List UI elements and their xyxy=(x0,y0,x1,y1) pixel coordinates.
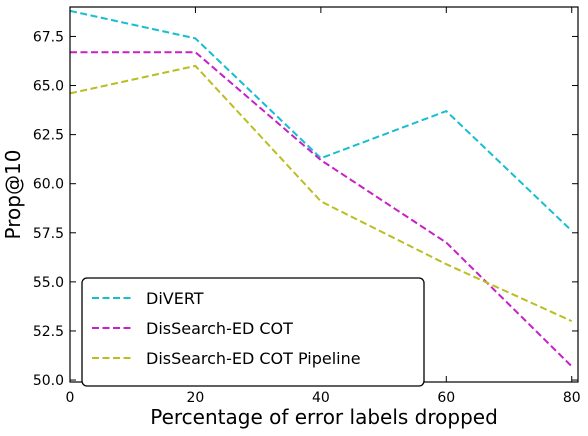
series-line-2 xyxy=(69,64,573,323)
x-tick-label: 60 xyxy=(437,390,455,406)
x-axis-label: Percentage of error labels dropped xyxy=(150,405,498,429)
y-tick-label: 67.5 xyxy=(33,29,64,45)
y-tick-label: 50.0 xyxy=(33,373,64,389)
x-tick-label: 80 xyxy=(563,390,581,406)
x-tick-label: 0 xyxy=(66,390,75,406)
legend: DiVERT DisSearch-ED COT DisSearch-ED COT P… xyxy=(81,277,425,387)
y-tick-label: 60.0 xyxy=(33,177,64,193)
y-tick-label: 55.0 xyxy=(33,275,64,291)
legend-label: DisSearch-ED COT xyxy=(146,319,293,338)
axis-ticks: 0 20 40 60 80 50.0 52.5 55.0 57.5 60.0 62.5 65.0 67.… xyxy=(33,7,581,406)
series-lines xyxy=(69,9,573,368)
legend-label: DisSearch-ED COT Pipeline xyxy=(146,349,361,368)
series-line-0 xyxy=(69,9,573,232)
legend-label: DiVERT xyxy=(146,289,204,308)
legend-box xyxy=(81,277,425,387)
x-tick-label: 20 xyxy=(187,390,205,406)
x-tick-label: 40 xyxy=(312,390,330,406)
y-tick-label: 62.5 xyxy=(33,128,64,144)
y-tick-label: 65.0 xyxy=(33,79,64,95)
y-tick-label: 57.5 xyxy=(33,226,64,242)
y-tick-label: 52.5 xyxy=(33,324,64,340)
y-axis-label: Prop@10 xyxy=(1,150,25,240)
